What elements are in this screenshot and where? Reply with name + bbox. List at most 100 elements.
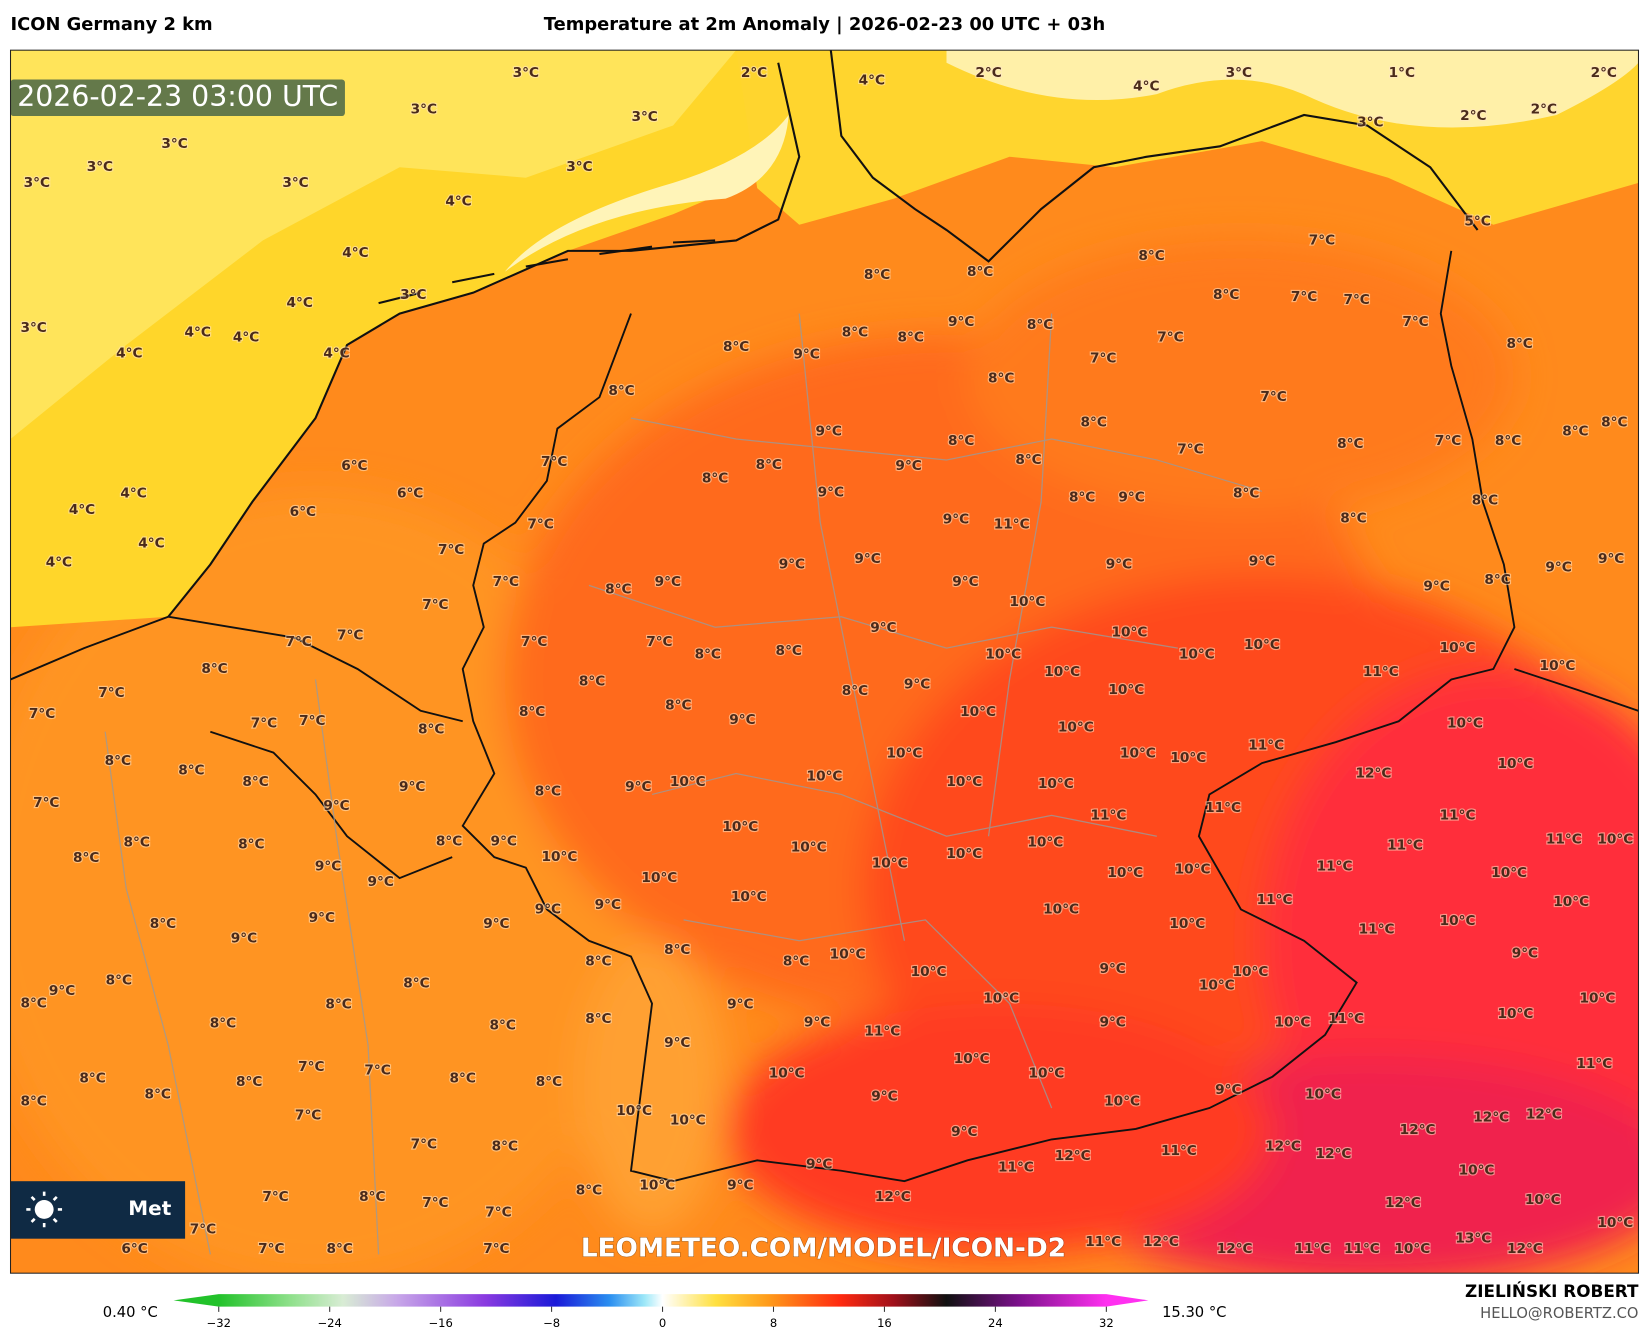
temperature-label: 7°C bbox=[422, 597, 448, 613]
temperature-label: 10°C bbox=[1540, 658, 1576, 674]
temperature-label: 10°C bbox=[670, 1113, 706, 1129]
temperature-label: 11°C bbox=[1317, 859, 1353, 875]
temperature-label: 10°C bbox=[1597, 831, 1633, 847]
temperature-label: 10°C bbox=[542, 849, 578, 865]
temperature-label: 8°C bbox=[519, 704, 545, 720]
temperature-label: 7°C bbox=[438, 542, 464, 558]
temperature-label: 9°C bbox=[399, 779, 425, 795]
temperature-label: 2°C bbox=[1460, 108, 1486, 124]
temperature-label: 3°C bbox=[1226, 65, 1252, 81]
temperature-label: 10°C bbox=[872, 855, 908, 871]
temperature-label: 8°C bbox=[238, 837, 264, 853]
temperature-label: 9°C bbox=[1118, 490, 1144, 506]
temperature-label: 12°C bbox=[1526, 1106, 1562, 1122]
temperature-label: 11°C bbox=[1546, 831, 1582, 847]
temperature-label: 9°C bbox=[535, 901, 561, 917]
temperature-label: 7°C bbox=[33, 795, 59, 811]
temperature-label: 7°C bbox=[262, 1189, 288, 1205]
temperature-label: 8°C bbox=[20, 996, 46, 1012]
temperature-label: 10°C bbox=[946, 846, 982, 862]
temperature-label: 8°C bbox=[1562, 424, 1588, 440]
temperature-label: 10°C bbox=[1043, 901, 1079, 917]
temperature-label: 10°C bbox=[1497, 756, 1533, 772]
temperature-label: 3°C bbox=[282, 175, 308, 191]
temperature-label: 8°C bbox=[967, 264, 993, 280]
temperature-label: 9°C bbox=[818, 484, 844, 500]
temperature-label: 10°C bbox=[1580, 990, 1616, 1006]
temperature-label: 6°C bbox=[290, 504, 316, 520]
temperature-label: 9°C bbox=[1106, 556, 1132, 572]
temperature-label: 10°C bbox=[670, 774, 706, 790]
temperature-label: 7°C bbox=[541, 454, 567, 470]
temperature-label: 11°C bbox=[1359, 921, 1395, 937]
author-email: HELLO@ROBERTZ.CO bbox=[1480, 1305, 1638, 1322]
temperature-label: 10°C bbox=[1447, 715, 1483, 731]
coastline bbox=[167, 50, 1479, 618]
temperature-label: 8°C bbox=[326, 1241, 352, 1257]
colorbar bbox=[173, 1294, 1149, 1307]
temperature-label: 10°C bbox=[1044, 664, 1080, 680]
pale-area bbox=[946, 50, 1639, 128]
temperature-label: 4°C bbox=[120, 485, 146, 501]
temperature-label: 12°C bbox=[1400, 1122, 1436, 1138]
temperature-label: 10°C bbox=[1459, 1163, 1495, 1179]
temperature-label: 7°C bbox=[493, 574, 519, 590]
map-frame bbox=[9, 49, 1640, 1274]
temperature-label: 4°C bbox=[445, 194, 471, 210]
temperature-label: 8°C bbox=[492, 1139, 518, 1155]
temperature-label: 4°C bbox=[46, 554, 72, 570]
temperature-label: 8°C bbox=[842, 683, 868, 699]
temperature-label: 10°C bbox=[1058, 720, 1094, 736]
temperature-label: 9°C bbox=[368, 874, 394, 890]
temperature-label: 7°C bbox=[299, 713, 325, 729]
temperature-label: 9°C bbox=[806, 1157, 832, 1173]
temperature-label: 7°C bbox=[1343, 292, 1369, 308]
temperature-label: 9°C bbox=[1512, 945, 1538, 961]
temperature-label: 9°C bbox=[854, 551, 880, 567]
temperature-label: 8°C bbox=[1340, 510, 1366, 526]
timestamp: 2026-02-23 03:00 UTC bbox=[17, 80, 338, 113]
temperature-label: 12°C bbox=[1265, 1139, 1301, 1155]
temperature-label: 8°C bbox=[1601, 414, 1627, 430]
temperature-label: 8°C bbox=[359, 1189, 385, 1205]
temperature-label: 7°C bbox=[251, 715, 277, 731]
temperature-label: 8°C bbox=[436, 834, 462, 850]
temperature-label: 9°C bbox=[727, 997, 753, 1013]
temperature-label: 8°C bbox=[20, 1094, 46, 1110]
temperature-label: 10°C bbox=[830, 946, 866, 962]
temperature-label: 10°C bbox=[1440, 913, 1476, 929]
temperature-label: 11°C bbox=[1091, 807, 1127, 823]
temperature-label: 8°C bbox=[585, 954, 611, 970]
temperature-label: 8°C bbox=[535, 783, 561, 799]
temperature-label: 7°C bbox=[521, 634, 547, 650]
colorbar-ticks: −32 −24 −16 −8 0 8 16 24 32 bbox=[207, 1306, 1114, 1330]
temperature-label: 11°C bbox=[1344, 1241, 1380, 1257]
author: ZIELIŃSKI ROBERT bbox=[1465, 1280, 1639, 1301]
temperature-label: 4°C bbox=[323, 345, 349, 361]
logo-text: Met bbox=[128, 1197, 171, 1220]
temperature-label: 10°C bbox=[1244, 637, 1280, 653]
temperature-label: 11°C bbox=[1387, 838, 1423, 854]
temperature-label: 9°C bbox=[816, 424, 842, 440]
temperature-label: 11°C bbox=[1363, 664, 1399, 680]
temperature-label: 12°C bbox=[1316, 1146, 1352, 1162]
temperature-label: 3°C bbox=[400, 287, 426, 303]
temperature-label: 7°C bbox=[527, 517, 553, 533]
temperature-label: 1°C bbox=[1389, 65, 1415, 81]
temperature-label: 9°C bbox=[483, 916, 509, 932]
temperature-label: 4°C bbox=[116, 345, 142, 361]
map-title: Temperature at 2m Anomaly | 2026-02-23 0… bbox=[544, 14, 1105, 35]
temperature-label: 8°C bbox=[948, 433, 974, 449]
temperature-label: 8°C bbox=[1069, 490, 1095, 506]
temperature-label: 8°C bbox=[325, 997, 351, 1013]
temperature-label: 4°C bbox=[342, 245, 368, 261]
temperature-label: 4°C bbox=[233, 330, 259, 346]
temperature-label: 10°C bbox=[1038, 776, 1074, 792]
temperature-label: 3°C bbox=[24, 175, 50, 191]
temperature-label: 8°C bbox=[1472, 493, 1498, 509]
temperature-label: 8°C bbox=[201, 661, 227, 677]
region-border bbox=[104, 313, 1263, 1255]
temperature-label: 7°C bbox=[190, 1221, 216, 1237]
temperature-label: 8°C bbox=[1506, 336, 1532, 352]
temperature-label: 10°C bbox=[1169, 916, 1205, 932]
